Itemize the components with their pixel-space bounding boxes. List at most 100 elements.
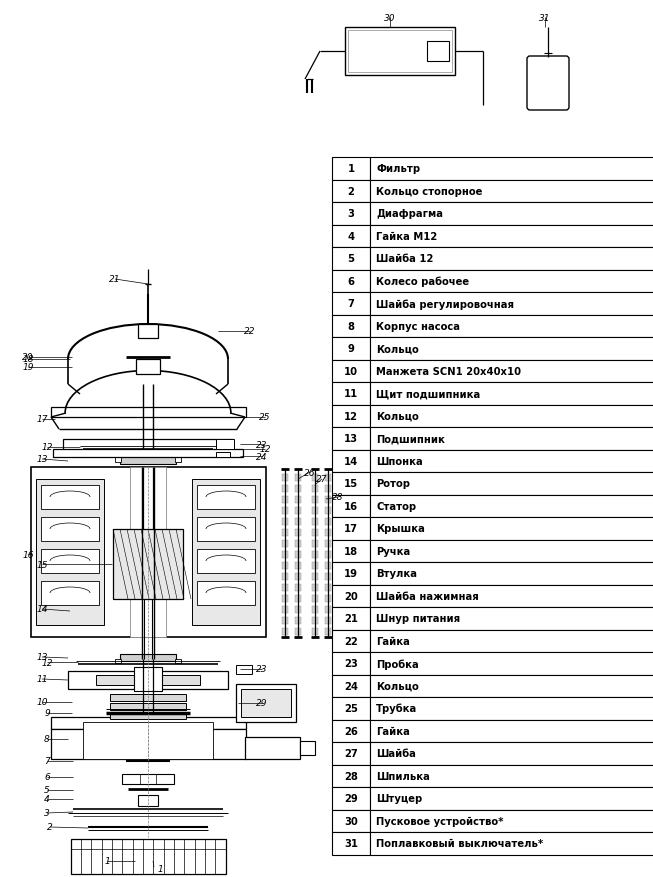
Bar	[332, 382, 370, 405]
Bar	[332, 832, 370, 854]
Text: Штуцер: Штуцер	[376, 794, 422, 803]
Text: Крышка: Крышка	[376, 524, 425, 533]
Bar	[332, 293, 370, 315]
Bar	[282, 486, 288, 493]
Bar	[122, 774, 174, 784]
Bar	[295, 518, 301, 525]
Text: 23: 23	[256, 665, 268, 674]
Bar	[325, 540, 331, 547]
Bar	[312, 508, 318, 515]
Text: 10: 10	[37, 698, 48, 707]
Bar	[312, 562, 318, 569]
Text: 26: 26	[344, 726, 358, 736]
Bar	[325, 530, 331, 537]
Bar	[332, 607, 370, 630]
Bar	[370, 225, 653, 247]
Text: 12: 12	[41, 658, 53, 667]
Bar	[332, 562, 370, 585]
Bar	[325, 518, 331, 525]
Bar	[295, 628, 301, 635]
Text: 29: 29	[256, 699, 268, 708]
Bar	[370, 360, 653, 382]
Text: Подшипник: Подшипник	[376, 434, 445, 444]
Bar	[295, 540, 301, 547]
Bar	[312, 474, 318, 481]
Bar	[312, 552, 318, 559]
Bar	[295, 486, 301, 493]
Bar	[175, 660, 181, 663]
Bar	[370, 674, 653, 697]
Bar	[370, 203, 653, 225]
Bar	[295, 617, 301, 624]
Bar	[370, 517, 653, 540]
Text: Кольцо: Кольцо	[376, 681, 419, 691]
Bar	[41, 549, 99, 574]
Bar	[136, 360, 160, 374]
Text: 25: 25	[344, 703, 358, 713]
Bar	[332, 495, 370, 517]
Bar	[282, 540, 288, 547]
Bar	[236, 666, 252, 674]
Text: Шайба нажимная: Шайба нажимная	[376, 591, 479, 601]
Bar	[370, 742, 653, 765]
Text: Корпус насоса: Корпус насоса	[376, 321, 460, 332]
Bar	[41, 517, 99, 541]
Text: 6: 6	[347, 276, 355, 287]
Bar	[282, 530, 288, 537]
Bar	[312, 518, 318, 525]
Text: 24: 24	[256, 452, 268, 461]
Text: Пробка: Пробка	[376, 659, 419, 669]
Bar	[216, 439, 234, 450]
Bar	[325, 486, 331, 493]
Bar	[370, 427, 653, 450]
Bar	[332, 652, 370, 674]
Bar	[134, 667, 162, 691]
Text: Гайка: Гайка	[376, 636, 410, 646]
Text: Колесо рабочее: Колесо рабочее	[376, 276, 469, 287]
Bar	[312, 496, 318, 503]
Text: 19: 19	[344, 568, 358, 579]
FancyBboxPatch shape	[527, 57, 569, 111]
Bar	[282, 628, 288, 635]
Bar	[295, 595, 301, 602]
Text: 2: 2	[347, 187, 355, 196]
Text: Втулка: Втулка	[376, 568, 417, 579]
Text: Гайка М12: Гайка М12	[376, 232, 438, 241]
Bar	[138, 324, 158, 339]
Text: Трубка: Трубка	[376, 703, 417, 714]
Text: 14: 14	[344, 456, 358, 467]
Text: 28: 28	[344, 771, 358, 781]
Bar	[115, 660, 121, 663]
Text: Шнур питания: Шнур питания	[376, 614, 460, 624]
Bar	[370, 630, 653, 652]
Bar	[325, 606, 331, 613]
Bar	[282, 496, 288, 503]
Bar	[332, 674, 370, 697]
Bar	[370, 158, 653, 181]
Text: 25: 25	[259, 413, 271, 422]
Bar	[332, 181, 370, 203]
Bar	[96, 675, 200, 685]
Bar	[120, 454, 176, 465]
Bar	[282, 584, 288, 591]
Bar	[427, 42, 449, 62]
Bar	[192, 480, 260, 625]
Bar	[282, 595, 288, 602]
Text: 8: 8	[44, 735, 50, 744]
Text: 16: 16	[22, 550, 34, 559]
Text: 14: 14	[37, 605, 48, 614]
Bar	[312, 617, 318, 624]
Text: 15: 15	[37, 560, 48, 569]
Text: Статор: Статор	[376, 501, 416, 511]
Bar	[295, 574, 301, 581]
Bar	[312, 540, 318, 547]
Text: 18: 18	[22, 355, 34, 364]
Bar	[332, 270, 370, 293]
Bar	[282, 518, 288, 525]
Bar	[370, 270, 653, 293]
Text: 31: 31	[539, 13, 550, 23]
Bar	[295, 474, 301, 481]
Bar	[325, 562, 331, 569]
Text: 21: 21	[344, 614, 358, 624]
Text: 4: 4	[44, 795, 50, 803]
